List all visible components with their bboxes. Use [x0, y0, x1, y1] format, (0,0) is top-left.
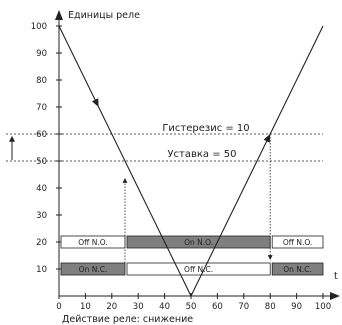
- no-row-segment-label: On N.O.: [184, 238, 213, 247]
- x-tick-label: 20: [106, 302, 117, 312]
- falling-direction-arrow: [91, 98, 99, 107]
- y-tick-label: 40: [36, 184, 47, 194]
- x-tick-label: 0: [56, 302, 61, 312]
- x-tick-label: 30: [133, 302, 144, 312]
- hysteresis-label: Гистерезис = 10: [162, 123, 249, 134]
- nc-row-segment-label: Off N.C.: [184, 265, 213, 274]
- y-tick-label: 70: [36, 103, 47, 113]
- y-tick-label: 10: [36, 265, 47, 275]
- x-tick-label: 60: [212, 302, 223, 312]
- y-tick-label: 30: [36, 211, 47, 221]
- x-tick-label: 40: [159, 302, 170, 312]
- switch-point-markers: [122, 134, 273, 263]
- units-polyline: [58, 25, 324, 298]
- nc-row-segment: [126, 262, 271, 276]
- relay-state-rows: Off N.O. On N.O. Off N.O. On N.C. Off N.C. On…: [60, 235, 324, 276]
- y-axis-title: Единицы реле: [68, 10, 140, 21]
- relay-units-line: [58, 25, 324, 298]
- nc-row-segment-label: On N.C.: [79, 265, 108, 274]
- no-row-segment-label: Off N.O.: [78, 238, 107, 247]
- y-tick-label: 60: [36, 130, 47, 140]
- no-row-segment: [271, 235, 324, 249]
- x-tick-label: 10: [80, 302, 91, 312]
- nc-row-segment: [60, 262, 126, 276]
- y-tick-label: 100: [31, 22, 47, 32]
- x-axis-arrow: [330, 292, 340, 300]
- x-tick-label: 100: [315, 302, 331, 312]
- y-tick-label: 80: [36, 76, 47, 86]
- x-tick-label: 50: [186, 302, 197, 312]
- x-tick-label: 90: [291, 302, 302, 312]
- nc-row-segment-label: On N.C.: [283, 265, 312, 274]
- rising-direction-arrow: [263, 134, 271, 143]
- no-row-segment-label: Off N.O.: [283, 238, 312, 247]
- y-tick-label: 20: [36, 238, 47, 248]
- nc-row-segment: [271, 262, 324, 276]
- y-tick-label: 50: [36, 157, 47, 167]
- threshold-lines: [6, 133, 323, 162]
- setpoint-label: Уставка = 50: [167, 149, 236, 160]
- x-tick-label: 70: [238, 302, 249, 312]
- relay-action-caption: Действие реле: снижение: [62, 314, 193, 325]
- y-tick-label: 90: [36, 49, 47, 59]
- y-axis-arrow: [55, 10, 63, 20]
- x-axis-title: t: [334, 271, 338, 282]
- x-tick-label: 80: [265, 302, 276, 312]
